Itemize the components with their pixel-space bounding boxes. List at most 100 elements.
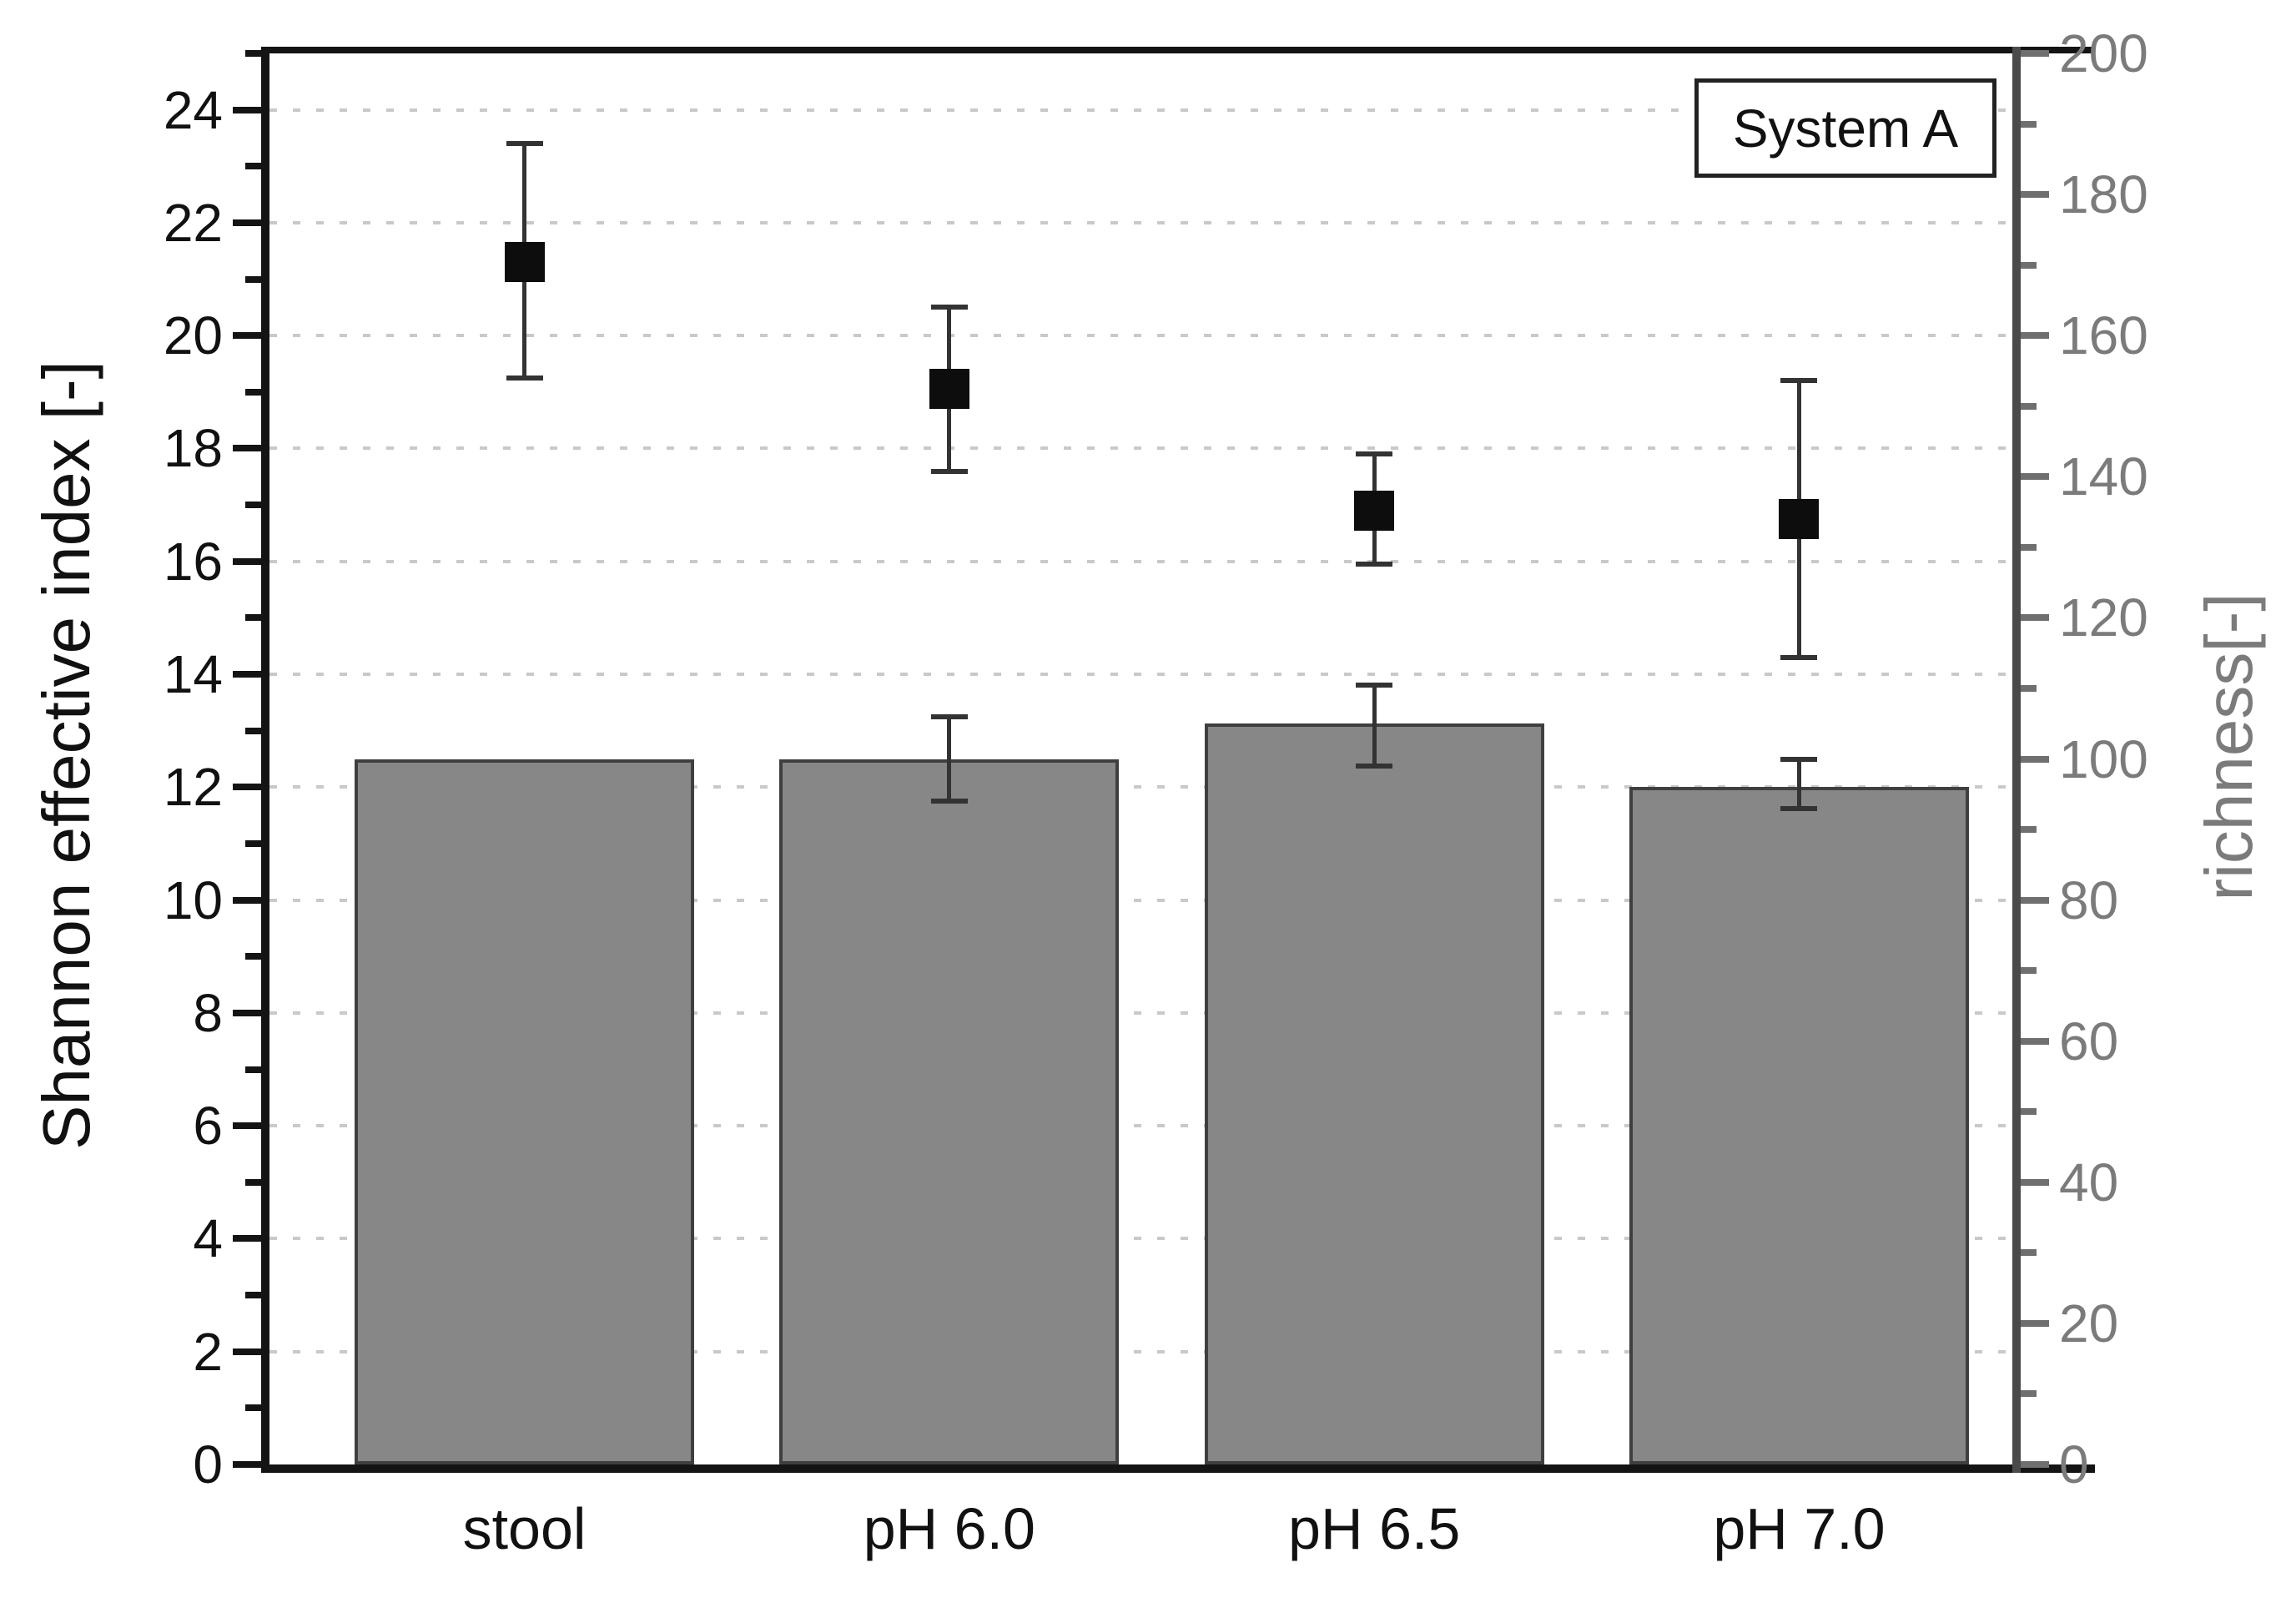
bar-error-cap-bottom (1780, 805, 1818, 811)
bar-ph-6.0 (779, 759, 1120, 1464)
x-category-label: pH 6.0 (863, 1496, 1035, 1561)
left-axis-tick-label: 18 (163, 418, 223, 479)
left-axis-tick-label: 2 (193, 1321, 223, 1382)
right-axis-tick (2021, 1108, 2037, 1116)
gridline (269, 1349, 2012, 1353)
left-axis-tick (245, 275, 261, 283)
point-error-cap-top (506, 141, 543, 147)
left-axis-tick-label: 20 (163, 305, 223, 366)
right-axis-tick (2021, 1319, 2049, 1327)
right-axis-tick (2021, 614, 2049, 622)
right-axis-tick-label: 200 (2059, 23, 2148, 83)
right-axis-tick (2021, 1249, 2037, 1257)
right-axis-tick (2021, 402, 2037, 410)
right-axis-tick (2021, 1461, 2049, 1468)
x-category-label: stool (462, 1496, 587, 1561)
bar-ph-6.5 (1204, 723, 1544, 1464)
point-error-cap-bottom (506, 375, 543, 381)
gridline (269, 673, 2012, 677)
bar-error-cap-bottom (930, 799, 968, 804)
left-axis-tick-label: 6 (193, 1096, 223, 1157)
right-axis-tick (2021, 473, 2049, 481)
left-axis-tick-label: 4 (193, 1208, 223, 1269)
right-axis-tick (2021, 1178, 2049, 1186)
left-axis-tick (233, 106, 261, 113)
plot-area (269, 53, 2012, 1464)
left-axis-tick (245, 1178, 261, 1186)
right-axis-tick-label: 20 (2059, 1293, 2119, 1353)
point-stool (504, 242, 545, 283)
right-axis-tick (2021, 191, 2049, 199)
gridline (269, 446, 2012, 451)
left-axis-tick-label: 0 (193, 1434, 223, 1495)
left-axis-tick (233, 1461, 261, 1468)
right-axis-tick (2021, 332, 2049, 340)
gridline (269, 559, 2012, 563)
legend-box: System A (1694, 78, 1996, 178)
right-axis-tick (2021, 826, 2037, 834)
right-axis-tick-label: 160 (2059, 305, 2148, 366)
right-axis-tick (2021, 896, 2049, 904)
right-axis-tick-label: 40 (2059, 1152, 2119, 1212)
right-axis-tick-label: 60 (2059, 1011, 2119, 1071)
bar-error-cap-top (1780, 756, 1818, 762)
left-axis-tick (233, 332, 261, 340)
right-axis-title: richness[-] (2192, 592, 2266, 901)
left-axis-tick (233, 896, 261, 904)
point-error-cap-bottom (930, 468, 968, 474)
point-error-cap-bottom (1780, 654, 1818, 660)
left-axis-tick (233, 1009, 261, 1016)
right-axis-tick-label: 120 (2059, 587, 2148, 648)
gridline (269, 220, 2012, 224)
left-axis-tick (233, 557, 261, 565)
x-category-label: pH 6.5 (1288, 1496, 1461, 1561)
right-axis-tick (2021, 684, 2037, 692)
left-axis-tick-label: 12 (163, 757, 223, 818)
gridline (269, 785, 2012, 789)
left-axis-tick (245, 388, 261, 396)
left-axis-tick (233, 671, 261, 678)
bar-ph-7.0 (1629, 787, 1969, 1464)
right-axis-tick (2021, 261, 2037, 269)
left-axis-tick (233, 445, 261, 452)
left-axis-tick (245, 163, 261, 170)
legend-label: System A (1732, 98, 1959, 159)
right-axis-tick-label: 80 (2059, 870, 2119, 930)
left-axis-tick (245, 50, 261, 57)
left-axis-tick-label: 22 (163, 192, 223, 253)
left-axis-tick (245, 1404, 261, 1412)
left-axis-tick-label: 16 (163, 531, 223, 592)
right-axis-tick (2021, 967, 2037, 975)
bar-stool (355, 759, 694, 1464)
right-axis-tick (2021, 755, 2049, 763)
left-axis-tick (245, 839, 261, 847)
left-axis-tick-label: 14 (163, 644, 223, 705)
left-axis-tick (245, 727, 261, 734)
point-error-cap-top (930, 305, 968, 310)
right-axis-tick-label: 0 (2059, 1434, 2089, 1495)
bar-error-line (947, 716, 952, 802)
left-axis-tick-label: 24 (163, 79, 223, 140)
gridline (269, 108, 2012, 112)
point-ph-7.0 (1779, 499, 1820, 540)
right-axis-tick-label: 100 (2059, 728, 2148, 789)
left-axis-tick (245, 502, 261, 509)
gridline (269, 1237, 2012, 1241)
right-axis-tick (2021, 1390, 2037, 1398)
point-error-cap-bottom (1356, 562, 1393, 567)
bottom-axis-spine (261, 1464, 2095, 1473)
left-axis-tick (245, 614, 261, 622)
point-error-cap-top (1356, 451, 1393, 457)
bar-error-cap-top (930, 713, 968, 719)
gridline (269, 898, 2012, 902)
left-axis-title: Shannon effective index [-] (29, 360, 103, 1150)
left-axis-tick (233, 1348, 261, 1355)
right-axis-tick-label: 140 (2059, 446, 2148, 507)
left-axis-tick (233, 784, 261, 791)
right-axis-tick (2021, 50, 2049, 57)
right-axis-tick (2021, 543, 2037, 551)
left-axis-spine (261, 47, 269, 1473)
bar-error-line (1372, 684, 1377, 766)
left-axis-tick (245, 953, 261, 960)
